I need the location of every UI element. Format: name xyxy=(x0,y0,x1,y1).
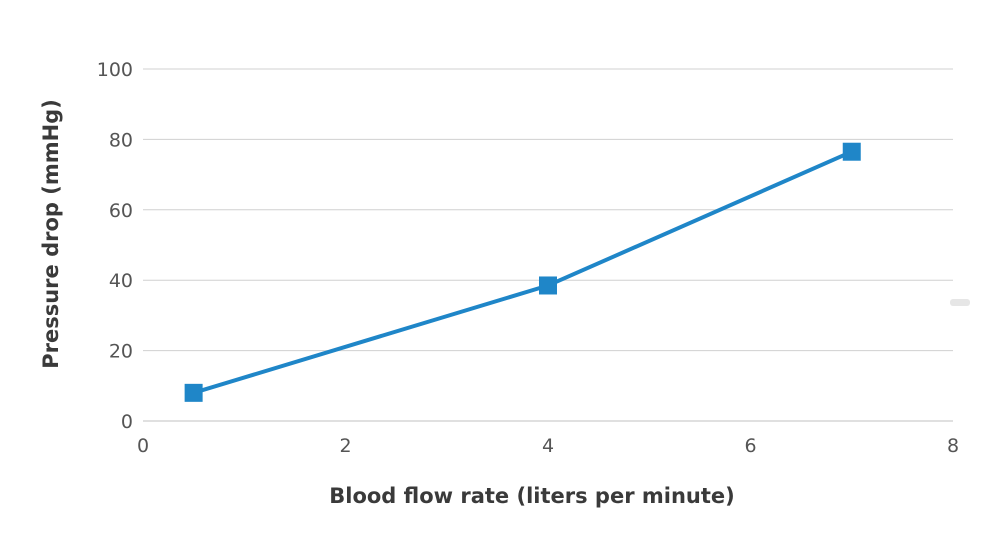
data-point-marker xyxy=(184,383,203,402)
data-point-marker xyxy=(539,276,557,295)
x-tick-label: 2 xyxy=(339,435,351,457)
x-tick-label: 4 xyxy=(542,435,554,457)
x-tick-label: 8 xyxy=(947,435,959,457)
gridlines xyxy=(143,68,953,422)
x-tick-label: 6 xyxy=(744,435,756,457)
y-axis-title: Pressure drop (mmHg) xyxy=(39,99,63,369)
x-axis-title: Blood flow rate (liters per minute) xyxy=(329,484,734,508)
x-tick-label: 0 xyxy=(137,435,149,457)
x-axis-tick-labels: 0 2 4 6 8 xyxy=(137,435,959,457)
y-axis-tick-labels: 0 20 40 60 80 100 xyxy=(97,59,133,433)
series-layer xyxy=(184,142,861,402)
y-tick-label: 60 xyxy=(109,200,133,222)
y-tick-label: 40 xyxy=(109,270,133,292)
y-tick-label: 100 xyxy=(97,59,133,81)
y-tick-label: 0 xyxy=(121,411,133,433)
data-point-marker xyxy=(842,142,861,161)
series-line xyxy=(191,149,854,395)
y-tick-label: 80 xyxy=(109,129,133,151)
y-tick-label: 20 xyxy=(109,341,133,363)
edge-smudge xyxy=(950,299,970,306)
